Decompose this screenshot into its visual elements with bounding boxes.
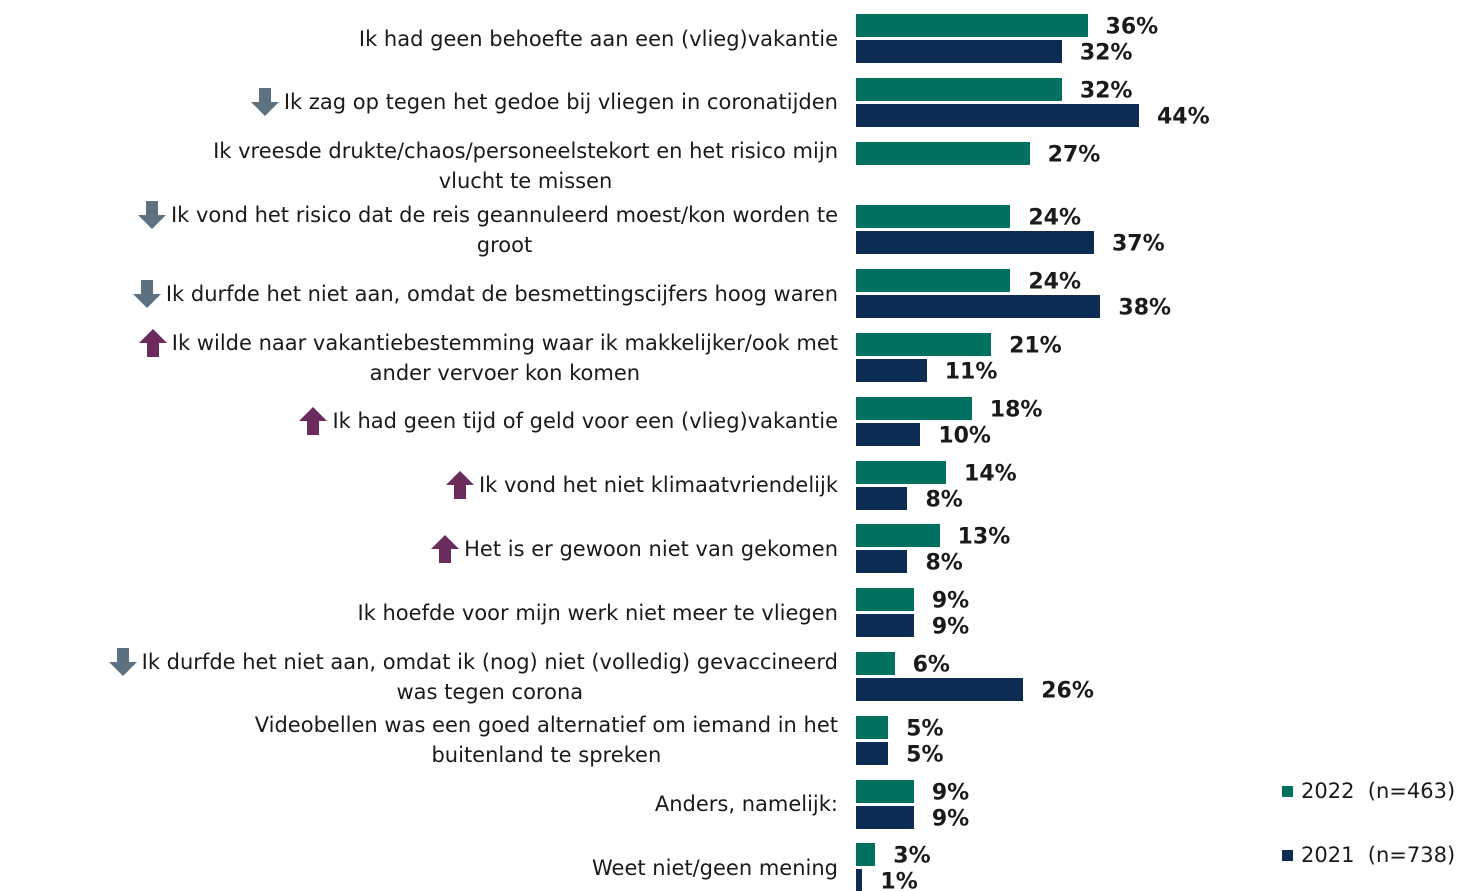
category: Het is er gewoon niet van gekomen bbox=[430, 534, 838, 564]
category-label: Ik had geen behoefte aan een (vlieg)vaka… bbox=[358, 26, 838, 51]
bar bbox=[856, 333, 992, 356]
bar bbox=[856, 486, 908, 510]
value-label: 6% bbox=[912, 652, 950, 678]
category-label: Ik hoefde voor mijn werk niet meer te vl… bbox=[357, 600, 838, 625]
category: Ik had geen behoefte aan een (vlieg)vaka… bbox=[359, 24, 838, 54]
category-label: Anders, namelijk: bbox=[654, 792, 838, 817]
trend-arrow-down bbox=[108, 647, 137, 676]
value-label: 44% bbox=[1157, 104, 1210, 130]
bar bbox=[856, 652, 895, 675]
value-label: 8% bbox=[925, 487, 963, 513]
bar bbox=[856, 869, 863, 891]
value-label: 36% bbox=[1105, 14, 1159, 40]
bar bbox=[856, 77, 1062, 101]
bar bbox=[856, 715, 889, 739]
bar bbox=[856, 614, 914, 638]
legend-label: 2021 (n=738) bbox=[1301, 843, 1456, 867]
legend-label: 2022 (n=463) bbox=[1301, 779, 1456, 803]
category-label: Ik durfde het niet aan, omdat ik (nog) n… bbox=[141, 649, 838, 704]
bar bbox=[856, 40, 1062, 63]
value-label: 21% bbox=[1009, 333, 1062, 359]
trend-arrow-up bbox=[299, 407, 328, 436]
category-label: Ik wilde naar vakantiebestemming waar ik… bbox=[171, 330, 838, 385]
bar bbox=[856, 231, 1094, 255]
category: Ik had geen tijd of geld voor een (vlieg… bbox=[298, 406, 838, 436]
category: Ik durfde het niet aan, omdat de besmett… bbox=[132, 279, 838, 309]
trend-arrow-down bbox=[250, 88, 279, 117]
value-label: 9% bbox=[931, 614, 970, 640]
category: Ik wilde naar vakantiebestemming waar ik… bbox=[138, 328, 838, 388]
value-label: 9% bbox=[931, 806, 970, 832]
legend-swatch bbox=[1282, 849, 1293, 861]
category-label: Videobellen was een goed alternatief om … bbox=[254, 713, 838, 768]
category: Weet niet/geen mening bbox=[592, 853, 838, 883]
bar bbox=[856, 396, 972, 420]
legend-swatch bbox=[1282, 785, 1293, 797]
legend-item: 2022 (n=463) bbox=[1282, 779, 1455, 803]
trend-arrow-up bbox=[431, 534, 460, 563]
value-label: 10% bbox=[938, 423, 991, 449]
bar bbox=[856, 524, 940, 548]
bar bbox=[856, 741, 889, 765]
value-label: 11% bbox=[944, 359, 998, 385]
value-label: 32% bbox=[1079, 40, 1133, 66]
category: Videobellen was een goed alternatief om … bbox=[255, 710, 838, 770]
bar bbox=[856, 269, 1011, 293]
bar bbox=[856, 359, 927, 382]
category: Anders, namelijk: bbox=[655, 789, 838, 819]
bar bbox=[856, 843, 876, 867]
value-label: 8% bbox=[925, 550, 963, 576]
value-label: 24% bbox=[1028, 205, 1082, 231]
value-label: 26% bbox=[1041, 678, 1094, 704]
bar bbox=[856, 779, 914, 803]
category: Ik durfde het niet aan, omdat ik (nog) n… bbox=[108, 647, 838, 707]
category: Ik vreesde drukte/chaos/personeelstekort… bbox=[213, 136, 838, 196]
category-label: Ik had geen tijd of geld voor een (vlieg… bbox=[332, 409, 838, 434]
category: Ik hoefde voor mijn werk niet meer te vl… bbox=[357, 598, 838, 628]
bar bbox=[856, 805, 914, 829]
value-label: 24% bbox=[1028, 269, 1082, 295]
value-label: 27% bbox=[1047, 142, 1101, 168]
bar bbox=[856, 422, 921, 446]
category-label: Ik vond het niet klimaatvriendelijk bbox=[478, 473, 838, 498]
bar bbox=[856, 678, 1024, 701]
value-label: 37% bbox=[1111, 231, 1165, 257]
trend-arrow-down bbox=[137, 200, 166, 229]
bar bbox=[856, 205, 1011, 229]
value-label: 9% bbox=[931, 588, 970, 614]
bar bbox=[856, 14, 1088, 37]
value-label: 3% bbox=[893, 843, 931, 869]
bar bbox=[856, 550, 908, 574]
category-label: Ik vond het risico dat de reis geannulee… bbox=[170, 202, 838, 257]
value-label: 5% bbox=[906, 716, 944, 742]
value-label: 14% bbox=[964, 461, 1017, 487]
bar bbox=[856, 141, 1030, 165]
value-label: 18% bbox=[989, 397, 1043, 423]
trend-arrow-up bbox=[445, 471, 474, 500]
value-label: 32% bbox=[1079, 78, 1133, 104]
bar bbox=[856, 103, 1139, 127]
value-label: 38% bbox=[1118, 295, 1172, 321]
legend-item: 2021 (n=738) bbox=[1282, 843, 1455, 867]
category: Ik vond het risico dat de reis geannulee… bbox=[137, 200, 838, 260]
value-label: 9% bbox=[931, 780, 970, 806]
trend-arrow-down bbox=[132, 279, 161, 308]
bar bbox=[856, 295, 1101, 319]
category: Ik vond het niet klimaatvriendelijk bbox=[445, 470, 838, 500]
value-label: 1% bbox=[880, 869, 918, 891]
category-label: Ik vreesde drukte/chaos/personeelstekort… bbox=[213, 139, 838, 194]
bar bbox=[856, 588, 914, 612]
value-label: 13% bbox=[957, 524, 1011, 550]
category-label: Het is er gewoon niet van gekomen bbox=[464, 536, 838, 561]
trend-arrow-up bbox=[138, 328, 167, 357]
bar bbox=[856, 460, 947, 484]
category-label: Weet niet/geen mening bbox=[592, 855, 838, 880]
category: Ik zag op tegen het gedoe bij vliegen in… bbox=[250, 87, 838, 117]
category-label: Ik durfde het niet aan, omdat de besmett… bbox=[165, 281, 838, 306]
value-label: 5% bbox=[906, 742, 944, 768]
category-label: Ik zag op tegen het gedoe bij vliegen in… bbox=[283, 90, 838, 115]
